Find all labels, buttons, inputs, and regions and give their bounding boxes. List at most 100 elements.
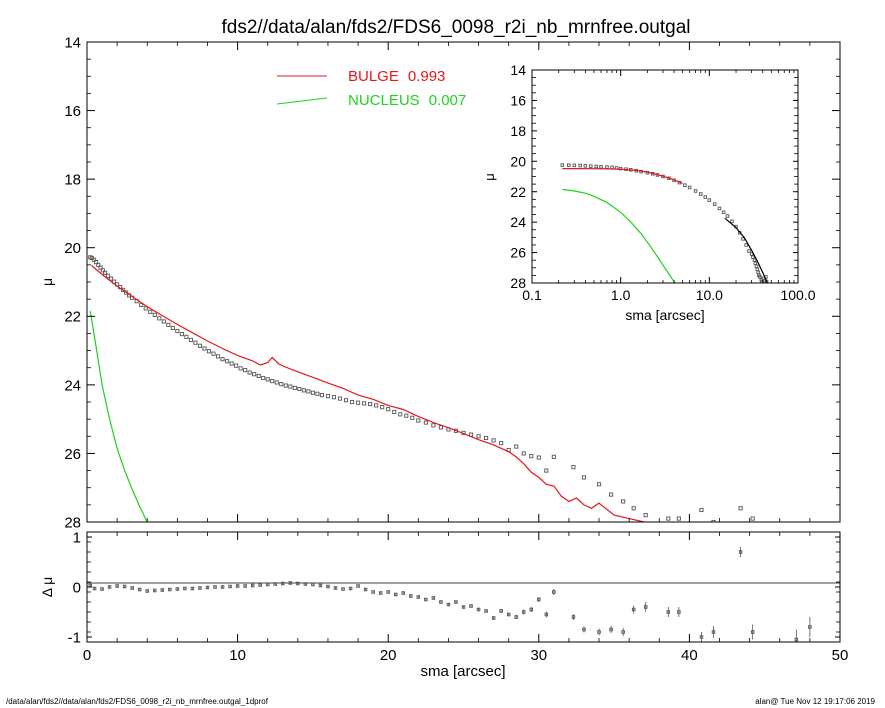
data-point	[250, 583, 255, 588]
footer-filepath: /data/alan/fds2//data/alan/fds2/FDS6_009…	[6, 697, 268, 706]
data-point	[717, 206, 722, 211]
data-point	[707, 198, 712, 202]
data-point	[292, 385, 297, 390]
y-tick-label: 18	[64, 172, 81, 189]
data-point	[687, 185, 692, 190]
series-data	[88, 255, 755, 522]
y-tick-label: 18	[510, 123, 526, 139]
y-tick-label: 26	[64, 446, 81, 463]
data-point	[153, 588, 157, 593]
data-point	[491, 438, 496, 443]
data-point	[476, 434, 481, 439]
data-point	[350, 399, 355, 405]
x-tick-label: 30	[530, 647, 547, 664]
data-point	[416, 418, 421, 423]
data-point	[762, 281, 766, 283]
y-tick-label: 20	[510, 153, 526, 169]
legend: BULGE 0.993 NUCLEUS 0.007	[276, 68, 466, 109]
data-point	[238, 366, 243, 371]
data-point	[198, 586, 202, 590]
series-bulge	[562, 168, 683, 184]
series-data	[560, 163, 769, 283]
data-point	[529, 607, 534, 612]
data-point	[409, 594, 413, 598]
data-point	[122, 584, 127, 589]
data-point	[594, 164, 598, 169]
y-tick-label: 22	[64, 309, 81, 326]
data-point	[220, 357, 225, 362]
data-point	[711, 519, 716, 522]
data-point	[499, 441, 504, 446]
y-tick-label: 22	[510, 184, 526, 200]
data-point	[578, 163, 582, 168]
data-point	[228, 584, 232, 589]
data-point	[100, 268, 105, 273]
x-tick-label: 10.0	[696, 287, 723, 303]
y-tick-label: -1	[68, 629, 81, 646]
data-point	[582, 627, 586, 632]
data-point	[589, 164, 593, 168]
data-point	[247, 370, 252, 375]
data-point	[175, 328, 180, 334]
data-point	[744, 243, 748, 247]
data-point	[730, 219, 734, 224]
data-point	[265, 582, 270, 587]
data-point	[544, 468, 549, 473]
data-point	[544, 612, 549, 617]
data-point	[621, 499, 626, 504]
data-point	[143, 306, 148, 311]
series-line-model	[724, 217, 768, 283]
data-point	[703, 195, 708, 199]
data-point	[551, 454, 556, 459]
y-tick-label: 16	[64, 103, 81, 120]
data-point	[161, 319, 166, 324]
data-point	[206, 349, 212, 354]
data-point	[356, 400, 361, 405]
data-point	[424, 597, 428, 602]
data-point	[93, 260, 99, 265]
data-point	[333, 586, 338, 590]
data-point	[363, 587, 368, 592]
data-point	[378, 591, 383, 595]
data-point	[741, 237, 745, 241]
data-point	[374, 403, 379, 408]
data-point	[160, 588, 165, 592]
data-point	[106, 273, 111, 278]
data-point	[621, 630, 625, 634]
chart-title: fds2//data/alan/fds2/FDS6_0098_r2i_nb_mr…	[222, 17, 691, 38]
data-point	[311, 582, 315, 587]
main-panel: 14 16 18 20 22 24 26 28 μ BULGE 0.993 NUCLEUS 0.0…	[39, 34, 841, 531]
data-point	[197, 343, 203, 348]
data-point	[491, 616, 496, 620]
data-point	[179, 332, 184, 337]
y-tick-label: 28	[510, 275, 526, 291]
data-point	[157, 316, 162, 321]
data-point	[643, 605, 648, 609]
y-tick-label: 1	[73, 529, 81, 546]
data-point	[439, 600, 443, 604]
data-point	[514, 444, 519, 449]
data-point	[416, 595, 421, 599]
inset-xlabel: sma [arcsec]	[625, 307, 704, 323]
data-point	[148, 309, 153, 314]
legend-nucleus-line	[276, 97, 328, 105]
data-point	[567, 163, 571, 167]
data-point	[631, 506, 636, 511]
y-tick-label: 24	[64, 377, 81, 394]
data-point	[258, 583, 262, 587]
data-point	[572, 163, 577, 168]
data-point	[100, 587, 104, 591]
data-point	[190, 586, 195, 591]
data-point	[476, 607, 481, 612]
data-point	[270, 379, 275, 384]
data-point	[130, 586, 134, 590]
y-tick-label: 14	[64, 34, 81, 51]
data-point	[92, 586, 97, 591]
residual-ylabel: Δ μ	[39, 577, 55, 598]
legend-nucleus-label: NUCLEUS 0.007	[348, 92, 466, 109]
y-tick-label: 26	[510, 245, 526, 261]
data-point	[721, 210, 726, 215]
data-point	[256, 373, 261, 378]
data-point	[631, 607, 636, 612]
